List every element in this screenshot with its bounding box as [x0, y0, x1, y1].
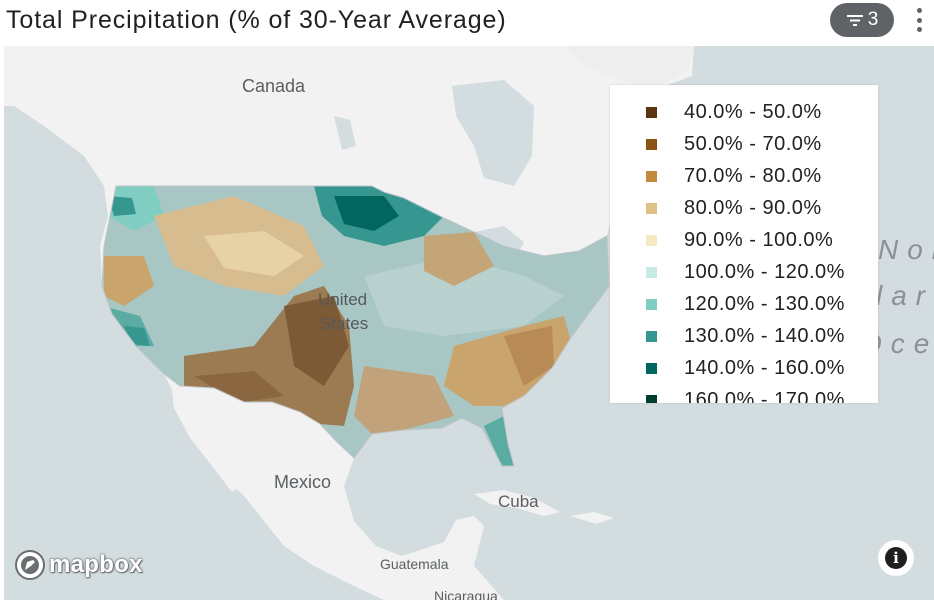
label-united: United	[318, 290, 368, 309]
legend-swatch	[646, 298, 657, 310]
label-ocean-line1: Nor	[878, 234, 934, 265]
label-nicaragua: Nicaragua	[434, 588, 498, 600]
landmass-greenland	[564, 46, 694, 86]
legend-swatch	[646, 394, 657, 403]
legend-label: 120.0% - 130.0%	[684, 292, 845, 315]
mapbox-logo[interactable]: mapbox	[14, 549, 143, 581]
label-guatemala: Guatemala	[380, 556, 449, 572]
label-states: States	[320, 314, 369, 333]
legend-swatch	[646, 106, 657, 118]
legend-item: 120.0% - 130.0%	[610, 289, 878, 319]
legend-label: 160.0% - 170.0%	[684, 388, 845, 404]
kebab-dot	[916, 27, 922, 32]
filter-icon	[846, 15, 863, 26]
info-icon: i	[885, 547, 907, 569]
legend-item: 100.0% - 120.0%	[610, 257, 878, 287]
label-cuba: Cuba	[498, 492, 539, 511]
filter-button[interactable]: 3	[830, 3, 894, 37]
legend-label: 40.0% - 50.0%	[684, 100, 822, 123]
legend-item: 80.0% - 90.0%	[610, 193, 878, 223]
water-gulf-mexico	[354, 438, 494, 492]
header-bar: Total Precipitation (% of 30-Year Averag…	[0, 0, 934, 46]
legend-item: 160.0% - 170.0%	[610, 385, 878, 403]
legend-swatch	[646, 362, 657, 374]
legend-panel[interactable]: 40.0% - 50.0% 50.0% - 70.0% 70.0% - 80.0% 8…	[610, 85, 878, 403]
label-canada: Canada	[242, 76, 306, 96]
landmass-hispaniola	[570, 512, 614, 524]
legend-item: 50.0% - 70.0%	[610, 129, 878, 159]
kebab-dot	[916, 8, 922, 13]
legend-label: 70.0% - 80.0%	[684, 164, 822, 187]
legend-label: 80.0% - 90.0%	[684, 196, 822, 219]
legend-label: 90.0% - 100.0%	[684, 228, 834, 251]
map-basemap	[4, 46, 694, 600]
page-title: Total Precipitation (% of 30-Year Averag…	[6, 6, 507, 34]
legend-item: 40.0% - 50.0%	[610, 97, 878, 127]
kebab-menu-icon[interactable]	[909, 5, 929, 35]
us-border	[101, 185, 610, 467]
water-hudson-bay	[452, 80, 534, 186]
legend-item: 70.0% - 80.0%	[610, 161, 878, 191]
legend-item: 140.0% - 160.0%	[610, 353, 878, 383]
legend-swatch	[646, 170, 657, 182]
legend-item: 130.0% - 140.0%	[610, 321, 878, 351]
legend-label: 100.0% - 120.0%	[684, 260, 845, 283]
legend-swatch	[646, 330, 657, 342]
legend-item: 90.0% - 100.0%	[610, 225, 878, 255]
legend-label: 50.0% - 70.0%	[684, 132, 822, 155]
legend-label: 140.0% - 160.0%	[684, 356, 845, 379]
legend-swatch	[646, 266, 657, 278]
legend-swatch	[646, 202, 657, 214]
legend-label: 130.0% - 140.0%	[684, 324, 845, 347]
kebab-dot	[916, 17, 922, 23]
choropleth-map[interactable]: Canada United States Mexico Cuba Guatema…	[4, 46, 934, 600]
landmass-cuba	[474, 490, 560, 516]
info-button[interactable]: i	[878, 540, 914, 576]
landmass-baja	[172, 391, 240, 492]
water-lake	[334, 116, 356, 150]
mapbox-mark-icon	[15, 550, 45, 580]
legend-swatch	[646, 138, 657, 150]
legend-swatch	[646, 234, 657, 246]
label-ocean-line2: lar	[876, 280, 934, 311]
filter-count: 3	[867, 9, 879, 30]
label-mexico: Mexico	[274, 472, 332, 492]
mapbox-wordmark: mapbox	[49, 551, 143, 578]
